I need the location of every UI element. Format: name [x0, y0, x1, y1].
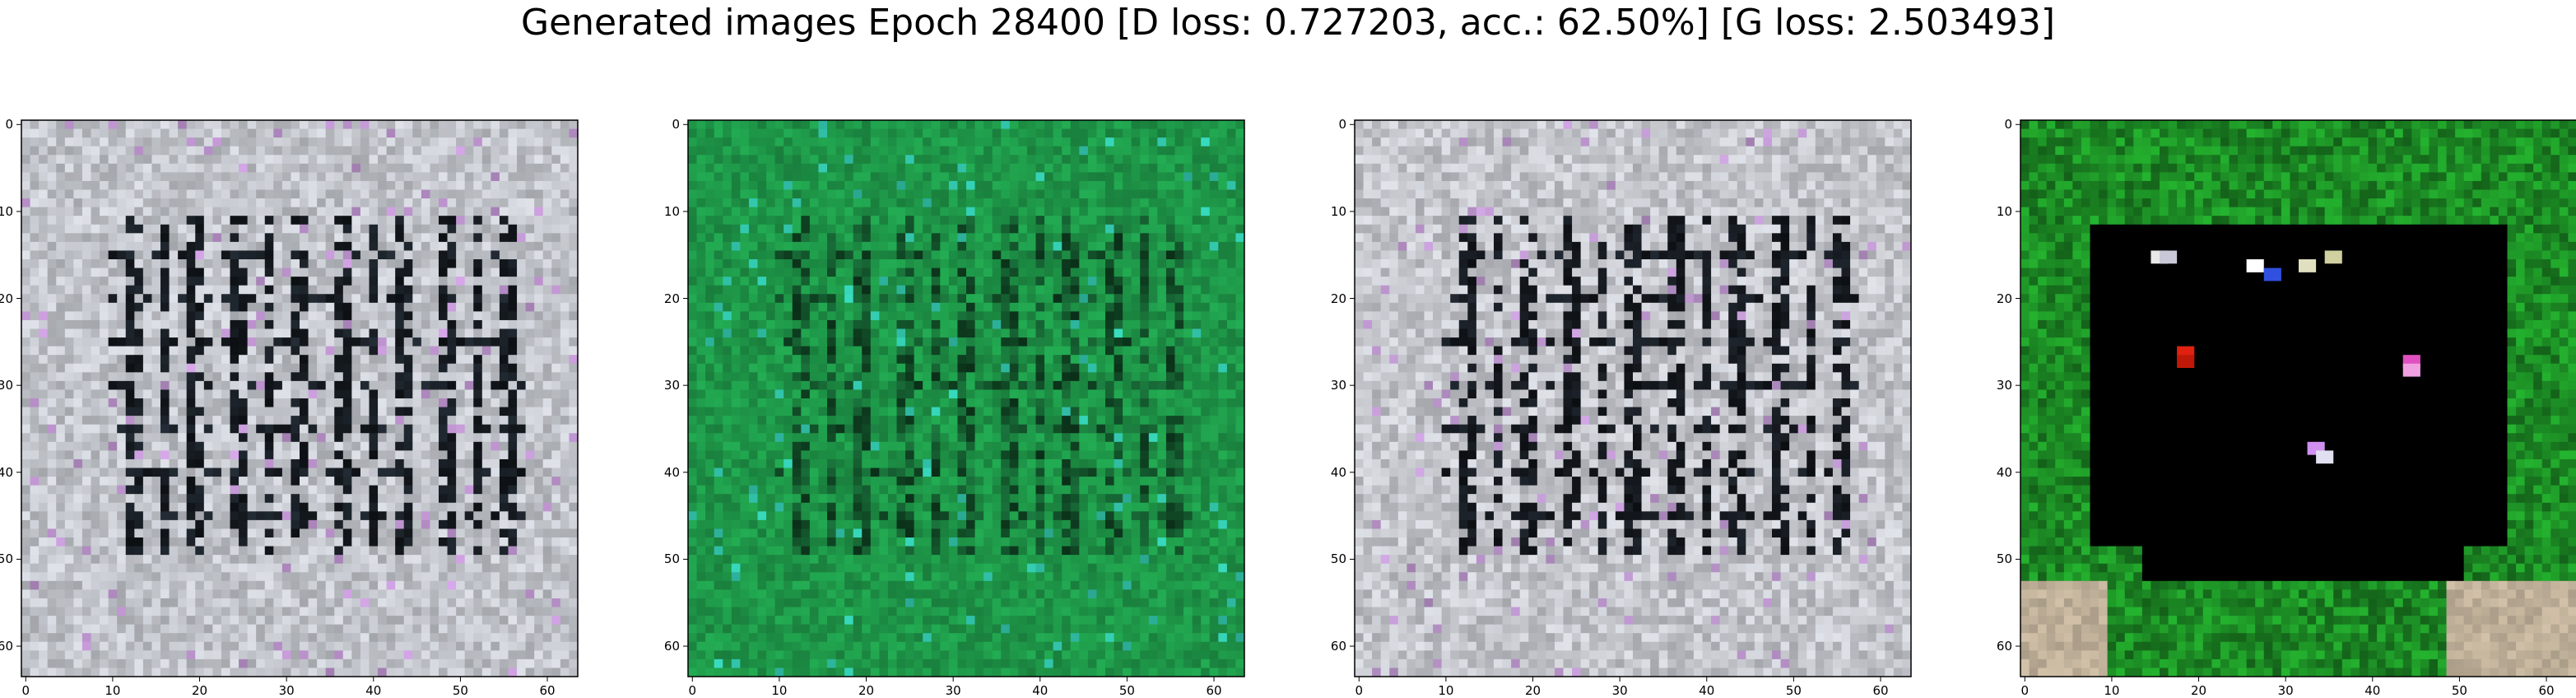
generated-image-3: [1355, 120, 1912, 677]
xtick-label: 60: [1197, 683, 1230, 698]
image-canvas-3: [1355, 120, 1911, 677]
generated-image-1: [21, 120, 579, 677]
xtick-label: 10: [763, 683, 796, 698]
ytick-label: 60: [0, 639, 13, 654]
xtick-label: 60: [2530, 683, 2563, 698]
xtick-label: 20: [184, 683, 216, 698]
ytick-label: 0: [0, 117, 13, 132]
image-canvas-2: [688, 120, 1244, 677]
generated-image-2: [688, 120, 1245, 677]
xtick-label: 50: [1777, 683, 1810, 698]
ytick-label: 40: [1322, 465, 1346, 480]
image-canvas-1: [21, 120, 578, 677]
ytick-label: 20: [655, 291, 680, 306]
xtick-label: 30: [937, 683, 969, 698]
ytick-label: 30: [1988, 378, 2012, 393]
xtick-label: 60: [1864, 683, 1897, 698]
ytick-label: 30: [655, 378, 680, 393]
ytick-label: 50: [1988, 551, 2012, 566]
xtick-label: 0: [1342, 683, 1375, 698]
xtick-label: 10: [96, 683, 129, 698]
image-canvas-4: [2020, 120, 2576, 677]
ytick-label: 50: [1322, 551, 1346, 566]
figure-title: Generated images Epoch 28400 [D loss: 0.…: [0, 5, 2576, 41]
ytick-label: 0: [655, 117, 680, 132]
ytick-label: 20: [1988, 291, 2012, 306]
xtick-label: 10: [2095, 683, 2128, 698]
ytick-label: 50: [655, 551, 680, 566]
ytick-label: 50: [0, 551, 13, 566]
xtick-label: 30: [270, 683, 303, 698]
xtick-label: 60: [531, 683, 564, 698]
ytick-label: 0: [1988, 117, 2012, 132]
ytick-label: 60: [655, 639, 680, 654]
ytick-label: 0: [1322, 117, 1346, 132]
xtick-label: 30: [1603, 683, 1636, 698]
xtick-label: 50: [2443, 683, 2476, 698]
ytick-label: 40: [1988, 465, 2012, 480]
xtick-label: 0: [9, 683, 42, 698]
ytick-label: 20: [1322, 291, 1346, 306]
xtick-label: 50: [444, 683, 477, 698]
ytick-label: 60: [1988, 639, 2012, 654]
xtick-label: 40: [357, 683, 390, 698]
xtick-label: 0: [2008, 683, 2041, 698]
xtick-label: 10: [1430, 683, 1462, 698]
generated-image-4: [2020, 120, 2576, 677]
ytick-label: 10: [655, 204, 680, 219]
ytick-label: 10: [1322, 204, 1346, 219]
xtick-label: 40: [1024, 683, 1057, 698]
xtick-label: 50: [1110, 683, 1143, 698]
xtick-label: 0: [676, 683, 709, 698]
ytick-label: 10: [1988, 204, 2012, 219]
ytick-label: 10: [0, 204, 13, 219]
ytick-label: 30: [1322, 378, 1346, 393]
ytick-label: 30: [0, 378, 13, 393]
xtick-label: 20: [2183, 683, 2216, 698]
xtick-label: 30: [2269, 683, 2302, 698]
xtick-label: 40: [2356, 683, 2389, 698]
xtick-label: 20: [1517, 683, 1550, 698]
ytick-label: 20: [0, 291, 13, 306]
xtick-label: 40: [1690, 683, 1723, 698]
ytick-label: 40: [0, 465, 13, 480]
ytick-label: 60: [1322, 639, 1346, 654]
ytick-label: 40: [655, 465, 680, 480]
xtick-label: 20: [850, 683, 883, 698]
